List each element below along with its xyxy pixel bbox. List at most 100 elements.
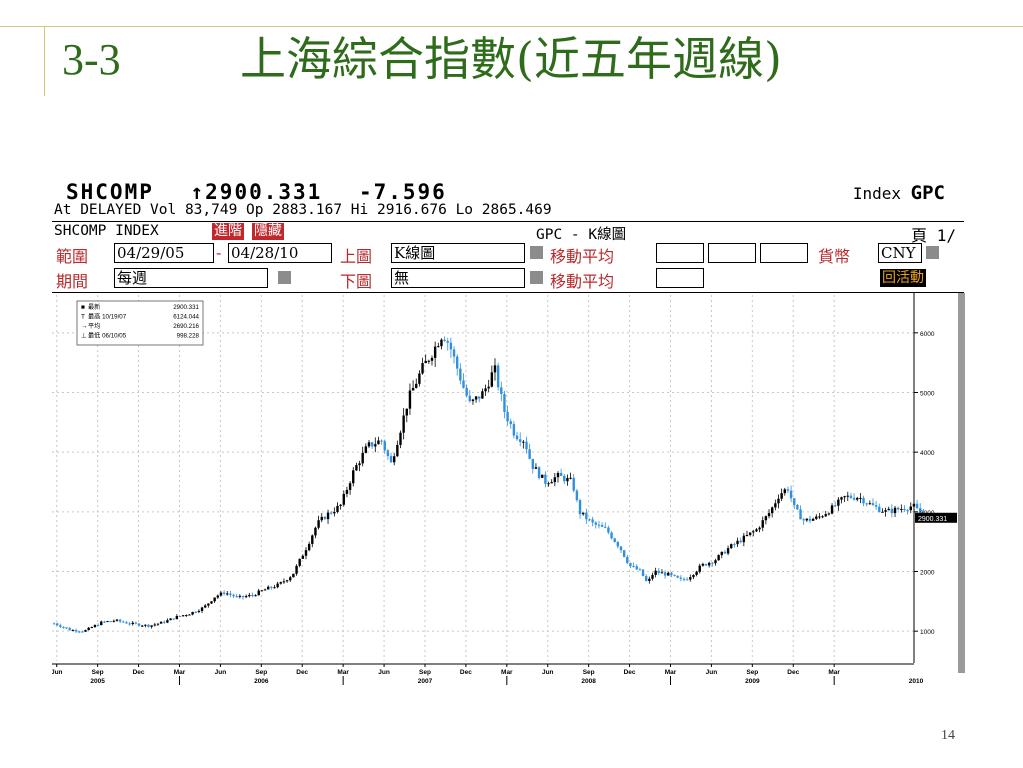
hide-button[interactable]: 隱藏 [252,223,284,240]
date-to-field[interactable]: 04/28/10 [228,243,332,263]
candle-body [232,594,235,597]
candle-body [726,548,730,554]
candle-body [226,593,229,595]
candle-body [317,520,320,528]
currency-field[interactable]: CNY [878,243,922,263]
candle-body [890,508,894,514]
slide-number: 3-3 [62,35,121,84]
candle-body [156,623,160,625]
candle-body [185,615,188,617]
lower-chart-dropdown[interactable] [530,271,543,284]
candle-body [597,524,601,526]
candle-body [692,574,695,578]
candle-body [613,538,616,542]
candle-body [830,505,834,514]
candle-body [736,540,739,545]
candle-body [685,579,689,581]
legend-icon: → [81,323,88,330]
legend-icon: ⊥ [81,333,87,340]
candle-body [569,477,572,479]
candle-body [651,574,654,579]
candle-body [257,590,260,596]
period-field[interactable]: 每週 [114,268,268,288]
candle-body [559,472,563,476]
x-axis: Jun Sep Dec Mar Jun Sep Dec Mar Jun Sep Dec Mar Jun S… [52,663,924,685]
candle-body [478,396,481,399]
x-tick-label: Dec [133,669,145,676]
security-field[interactable]: SHCOMP INDEX [54,223,159,239]
candle-body [248,594,251,597]
currency-dropdown[interactable] [926,246,939,259]
candle-body [607,527,610,533]
candle-body [279,582,282,584]
candle-body [380,440,383,442]
candle-body [399,432,402,445]
candle-body [424,360,427,364]
candle-body [235,596,238,598]
candle-body [654,570,657,575]
candle-body [723,551,727,554]
candle-body [919,508,922,514]
candle-body [881,511,884,513]
candle-body [805,518,809,521]
candle-body [266,586,270,590]
terminal-panel: SHCOMP ↑2900.331 -7.596 Index GPC At DEL… [52,180,969,688]
candle-body [449,342,453,350]
ma-field-2[interactable] [656,268,704,288]
candle-body [273,587,276,589]
candle-body [389,456,393,463]
candle-body [112,620,116,622]
candle-body [600,525,604,527]
chart-grid [52,293,965,673]
candle-body [446,340,449,343]
candle-body [893,507,897,514]
candle-body [166,620,169,623]
candle-body [846,495,849,497]
ma-label-1: 移動平均 [550,247,615,266]
index-code: GPC [910,182,945,204]
ma-field-1a[interactable] [656,243,704,263]
candle-body [241,595,245,598]
period-dropdown[interactable] [278,271,291,284]
candle-body [336,505,339,513]
ma-field-1c[interactable] [760,243,808,263]
candle-body [733,544,736,546]
ma-field-1b[interactable] [708,243,756,263]
candle-body [594,522,597,525]
lower-chart-field[interactable]: 無 [391,268,525,288]
candle-body [799,509,802,520]
candle-body [707,562,711,566]
candle-body [770,507,774,514]
candle-body [276,583,279,588]
candle-body [468,395,471,402]
active-button[interactable]: 回活動 [880,269,926,287]
candle-body [531,458,534,469]
advanced-button[interactable]: 進階 [212,223,244,240]
candle-body [153,624,156,626]
x-tick-label: Mar [828,669,840,676]
candle-body [689,577,692,580]
candle-body [874,505,878,507]
candle-body [522,441,525,443]
last-price: ↑2900.331 [190,180,323,204]
upper-chart-field[interactable]: K線圖 [391,243,525,263]
candle-body [125,622,128,624]
upper-chart-dropdown[interactable] [530,246,543,259]
candle-body [695,571,698,575]
candle-body [285,580,289,582]
candle-body [238,595,242,597]
candle-body [418,373,421,384]
date-from-field[interactable]: 04/29/05 [114,243,214,263]
range-label: 範圍 [56,247,89,266]
candle-body [657,570,660,573]
legend-value: 2690.216 [173,323,199,330]
candle-body [433,346,437,358]
candle-body [408,390,412,409]
candle-body [591,519,594,523]
candle-body [777,498,780,504]
quote-details: At DELAYED Vol 83,749 Op 2883.167 Hi 291… [54,202,552,218]
x-tick-label: Dec [296,669,308,676]
candle-body [878,506,881,512]
candle-body [802,519,805,521]
x-year-label: 2008 [581,678,596,685]
